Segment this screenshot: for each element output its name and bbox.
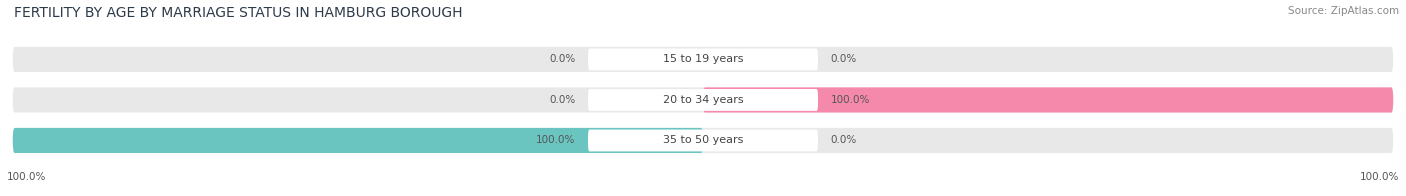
- FancyBboxPatch shape: [588, 49, 818, 70]
- Text: Source: ZipAtlas.com: Source: ZipAtlas.com: [1288, 6, 1399, 16]
- Text: 35 to 50 years: 35 to 50 years: [662, 135, 744, 145]
- Text: 0.0%: 0.0%: [831, 54, 858, 64]
- Text: FERTILITY BY AGE BY MARRIAGE STATUS IN HAMBURG BOROUGH: FERTILITY BY AGE BY MARRIAGE STATUS IN H…: [14, 6, 463, 20]
- FancyBboxPatch shape: [703, 87, 1393, 113]
- FancyBboxPatch shape: [13, 87, 1393, 113]
- Text: 100.0%: 100.0%: [7, 172, 46, 182]
- Text: 0.0%: 0.0%: [831, 135, 858, 145]
- FancyBboxPatch shape: [13, 47, 1393, 72]
- Text: 15 to 19 years: 15 to 19 years: [662, 54, 744, 64]
- Text: 20 to 34 years: 20 to 34 years: [662, 95, 744, 105]
- Text: 100.0%: 100.0%: [536, 135, 575, 145]
- FancyBboxPatch shape: [13, 128, 703, 153]
- FancyBboxPatch shape: [13, 128, 1393, 153]
- FancyBboxPatch shape: [588, 130, 818, 151]
- Text: 0.0%: 0.0%: [548, 95, 575, 105]
- Text: 0.0%: 0.0%: [548, 54, 575, 64]
- FancyBboxPatch shape: [588, 89, 818, 111]
- Text: 100.0%: 100.0%: [831, 95, 870, 105]
- Text: 100.0%: 100.0%: [1360, 172, 1399, 182]
